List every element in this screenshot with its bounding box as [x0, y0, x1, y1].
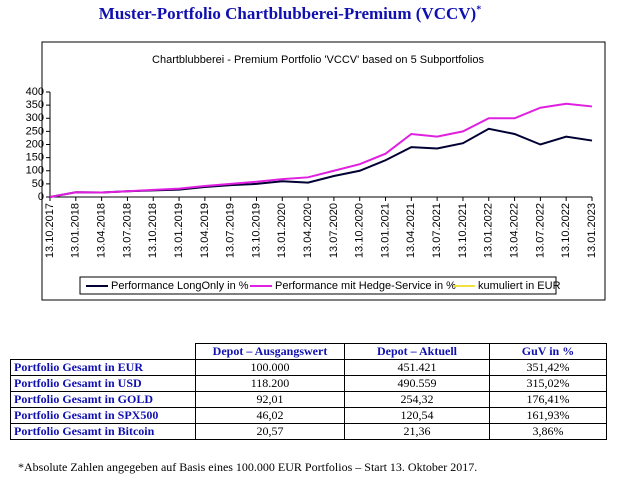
series-line	[49, 102, 593, 198]
table-row: Portfolio Gesamt in USD 118.200 490.559 315…	[10, 375, 607, 392]
table: Depot – Ausgangswert Depot – Aktuell GuV i…	[10, 343, 607, 440]
table-row: Portfolio Gesamt in GOLD 92,01 254,32 176,4…	[10, 391, 607, 408]
chart: Chartblubberei - Premium Portfolio 'VCCV…	[26, 41, 606, 301]
header-row: Depot – Ausgangswert Depot – Aktuell GuV i…	[11, 343, 607, 360]
cell: 3,86%	[489, 423, 607, 440]
x-tick-label: 13.10.2021	[457, 203, 469, 258]
y-tick-label: 250	[26, 125, 44, 137]
legend-label: Performance mit Hedge-Service in %	[275, 280, 456, 292]
header-cell: Depot – Ausgangswert	[195, 343, 345, 360]
chart-title: Chartblubberei - Premium Portfolio 'VCCV…	[152, 54, 484, 66]
title-text: Muster-Portfolio Chartblubberei-Premium …	[98, 4, 477, 23]
page-title: Muster-Portfolio Chartblubberei-Premium …	[0, 4, 580, 24]
cell: 21,36	[344, 423, 490, 440]
header-cell: GuV in %	[489, 343, 607, 360]
row-label: Portfolio Gesamt in GOLD	[10, 391, 196, 408]
y-tick-label: 150	[26, 152, 44, 164]
x-tick-label: 13.01.2018	[70, 203, 82, 258]
x-tick-label: 13.04.2019	[199, 203, 211, 258]
cell: 46,02	[195, 407, 345, 424]
legend-box	[79, 276, 557, 295]
cell: 351,42%	[489, 359, 607, 376]
row-label: Portfolio Gesamt in Bitcoin	[10, 423, 196, 440]
x-tick-label: 13.10.2018	[147, 203, 159, 258]
chart-frame	[41, 41, 606, 301]
x-tick-label: 13.04.2020	[302, 203, 314, 258]
table-row: Portfolio Gesamt in EUR 100.000 451.421 351…	[10, 359, 607, 376]
x-tick-label: 13.01.2019	[173, 203, 185, 258]
x-tick-label: 13.10.2017	[44, 203, 56, 258]
x-tick-label: 13.07.2021	[431, 203, 443, 258]
y-tick-label: 400	[26, 86, 44, 98]
blank-cell	[11, 344, 196, 360]
cell: 100.000	[195, 359, 345, 376]
table-row: Portfolio Gesamt in Bitcoin 20,57 21,36 3,8…	[10, 423, 607, 440]
footnote: *Absolute Zahlen angegeben auf Basis ein…	[18, 460, 478, 474]
y-tick-label: 350	[26, 99, 44, 111]
y-tick-label: 200	[26, 138, 44, 150]
x-tick-label: 13.04.2022	[508, 203, 520, 258]
x-tick-label: 13.07.2022	[534, 203, 546, 258]
x-tick-label: 13.10.2022	[560, 203, 572, 258]
x-tick-label: 13.01.2021	[379, 203, 391, 258]
table-row: Portfolio Gesamt in SPX500 46,02 120,54 161…	[10, 407, 607, 424]
x-tick-label: 13.04.2018	[96, 203, 108, 258]
cell: 120,54	[344, 407, 490, 424]
y-tick-label: 50	[32, 178, 44, 190]
cell: 118.200	[195, 375, 345, 392]
cell: 254,32	[344, 391, 490, 408]
title-mark: *	[476, 4, 482, 16]
x-tick-label: 13.01.2020	[276, 203, 288, 258]
cell: 315,02%	[489, 375, 607, 392]
cell: 490.559	[344, 375, 490, 392]
y-tick-label: 0	[38, 191, 44, 203]
cell: 20,57	[195, 423, 345, 440]
cell: 451.421	[344, 359, 490, 376]
row-label: Portfolio Gesamt in EUR	[10, 359, 196, 376]
x-tick-label: 13.10.2020	[354, 203, 366, 258]
x-tick-label: 13.01.2023	[586, 203, 598, 258]
row-label: Portfolio Gesamt in USD	[10, 375, 196, 392]
x-tick-label: 13.04.2021	[405, 203, 417, 258]
header-cell: Depot – Aktuell	[344, 343, 490, 360]
x-tick-label: 13.01.2022	[483, 203, 495, 258]
cell: 161,93%	[489, 407, 607, 424]
cell: 176,41%	[489, 391, 607, 408]
y-tick-label: 300	[26, 112, 44, 124]
x-tick-label: 13.07.2020	[328, 203, 340, 258]
row-label: Portfolio Gesamt in SPX500	[10, 407, 196, 424]
x-tick-label: 13.07.2018	[121, 203, 133, 258]
x-tick-label: 13.10.2019	[250, 203, 262, 258]
legend-label: kumuliert in EUR	[478, 280, 561, 292]
x-tick-label: 13.07.2019	[225, 203, 237, 258]
cell: 92,01	[195, 391, 345, 408]
legend-label: Performance LongOnly in %	[111, 280, 249, 292]
y-tick-label: 100	[26, 165, 44, 177]
